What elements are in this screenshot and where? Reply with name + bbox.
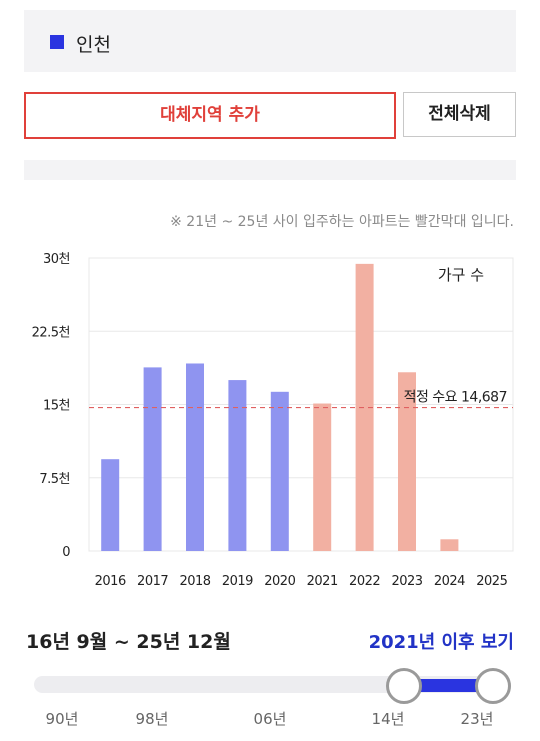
bar-2023 [398, 372, 416, 551]
period-slider-end-handle[interactable] [475, 668, 511, 704]
x-tick-label: 2025 [476, 574, 507, 589]
period-slider-start-handle[interactable] [386, 668, 422, 704]
bar-2019 [228, 380, 247, 551]
region-color-swatch [50, 35, 64, 49]
region-label: 인천 [76, 34, 111, 56]
bar-2017 [143, 367, 162, 551]
y-tick-label: 0 [62, 545, 70, 560]
x-tick-label: 2021 [307, 574, 338, 589]
chart-notice: ※ 21년 ~ 25년 사이 입주하는 아파트는 빨간막대 입니다. [170, 214, 514, 230]
period-range-label: 16년 9월 ~ 25년 12월 [26, 631, 231, 653]
period-slider-selected-range [403, 679, 493, 692]
x-tick-label: 2023 [391, 574, 422, 589]
legend-label: 가구 수 [438, 266, 484, 284]
supply-bar-chart: 0 7.5천 15천 22.5천 30천 2016 2017 2018 2019 2020 2021… [32, 252, 514, 589]
section-divider [24, 160, 516, 180]
slider-tick-label: 98년 [135, 710, 169, 728]
x-tick-label: 2024 [434, 574, 465, 589]
x-tick-label: 2018 [179, 574, 210, 589]
reference-line-label: 적정 수요 14,687 [404, 390, 507, 406]
y-tick-label: 7.5천 [39, 472, 70, 487]
bar-2016 [101, 459, 120, 551]
bar-2022 [355, 263, 374, 551]
view-after-2021-link[interactable]: 2021년 이후 보기 [368, 632, 514, 653]
slider-tick-label: 06년 [253, 710, 287, 728]
slider-tick-label: 14년 [371, 710, 405, 728]
x-tick-label: 2016 [95, 574, 126, 589]
y-tick-label: 30천 [43, 252, 70, 267]
bar-2018 [186, 363, 204, 551]
x-tick-label: 2022 [349, 574, 380, 589]
x-tick-label: 2017 [137, 574, 168, 589]
x-tick-label: 2019 [222, 574, 253, 589]
bar-2020 [270, 391, 289, 551]
y-tick-label: 15천 [43, 399, 70, 414]
region-legend: 인천 [24, 10, 516, 74]
slider-tick-label: 90년 [45, 710, 79, 728]
x-tick-label: 2020 [264, 574, 295, 589]
bar-2021 [313, 403, 332, 551]
bar-2024 [440, 539, 459, 551]
delete-all-button[interactable]: 전체삭제 [403, 92, 516, 137]
slider-tick-label: 23년 [460, 710, 494, 728]
add-alternative-region-button[interactable]: 대체지역 추가 [24, 92, 396, 139]
y-tick-label: 22.5천 [32, 325, 70, 340]
